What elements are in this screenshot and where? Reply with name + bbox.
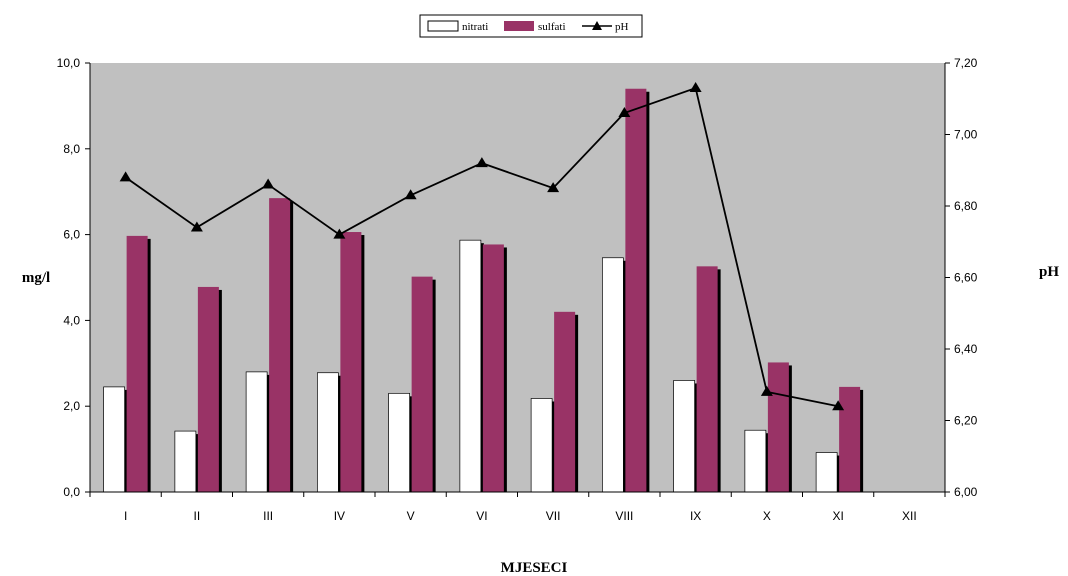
bar-sulfati [411,276,433,492]
legend-label-nitrati: nitrati [462,21,488,33]
legend-label-sulfati: sulfati [538,21,566,33]
y2-axis-title: pH [1039,264,1059,280]
plot-area [90,63,945,492]
x-tick-label: V [407,509,415,523]
bar-sulfati [340,232,362,492]
x-tick-label: IX [690,509,701,523]
point-ph [119,171,132,182]
bar-nitrati [174,430,197,493]
point-ph [760,385,773,396]
x-tick-label: III [263,509,273,523]
bar-nitrati [103,386,125,493]
legend-swatch-sulfati [504,21,534,31]
x-tick-label: XI [832,509,843,523]
y-tick-label: 10,0 [57,56,81,70]
y2-tick-label: 6,20 [954,414,978,428]
bar-nitrati [317,372,339,493]
point-ph [618,107,631,118]
y2-tick-label: 6,60 [954,271,978,285]
point-ph [190,221,203,232]
x-axis-title: MJESECI [501,560,568,576]
x-tick-label: VIII [615,509,633,523]
point-ph [689,82,702,93]
x-tick-label: I [124,509,127,523]
x-tick-label: XII [902,509,917,523]
y2-tick-label: 6,00 [954,485,978,499]
y-tick-label: 0,0 [63,485,80,499]
point-ph [262,178,275,189]
point-ph [475,157,488,168]
bar-nitrati [815,452,838,493]
bar-nitrati [459,239,482,493]
y2-tick-label: 6,40 [954,342,978,356]
y-tick-label: 6,0 [63,228,80,242]
bar-nitrati [744,429,767,493]
legend: nitrati sulfati pH [419,14,643,38]
bar-sulfati [126,235,148,492]
y2-tick-label: 6,80 [954,199,978,213]
y-axis-title: mg/l [22,270,50,286]
bar-sulfati [269,198,291,492]
bar-nitrati [388,392,410,493]
x-tick-label: VII [546,509,561,523]
x-tick-label: X [763,509,771,523]
point-ph [404,189,417,200]
bar-nitrati [245,371,268,493]
x-tick-label: II [194,509,201,523]
bar-nitrati [530,398,553,493]
y2-tick-label: 7,20 [954,56,978,70]
bar-sulfati [482,244,504,492]
point-ph [547,182,560,193]
bar-sulfati [839,386,861,492]
bar-sulfati [767,362,789,492]
y2-tick-label: 7,00 [954,128,978,142]
bar-sulfati [696,266,718,492]
point-ph [832,400,845,411]
bar-sulfati [625,88,647,493]
x-tick-label: IV [334,509,345,523]
legend-label-ph: pH [615,21,629,33]
bar-sulfati [554,311,576,492]
y-tick-label: 4,0 [63,313,80,327]
y-tick-label: 2,0 [63,399,80,413]
bar-nitrati [673,380,695,493]
legend-swatch-nitrati [427,20,459,32]
legend-marker-ph [592,21,602,30]
x-tick-label: VI [476,509,487,523]
point-ph [333,228,346,239]
y-tick-label: 8,0 [63,142,80,156]
bar-nitrati [602,257,624,493]
bar-sulfati [197,286,219,492]
